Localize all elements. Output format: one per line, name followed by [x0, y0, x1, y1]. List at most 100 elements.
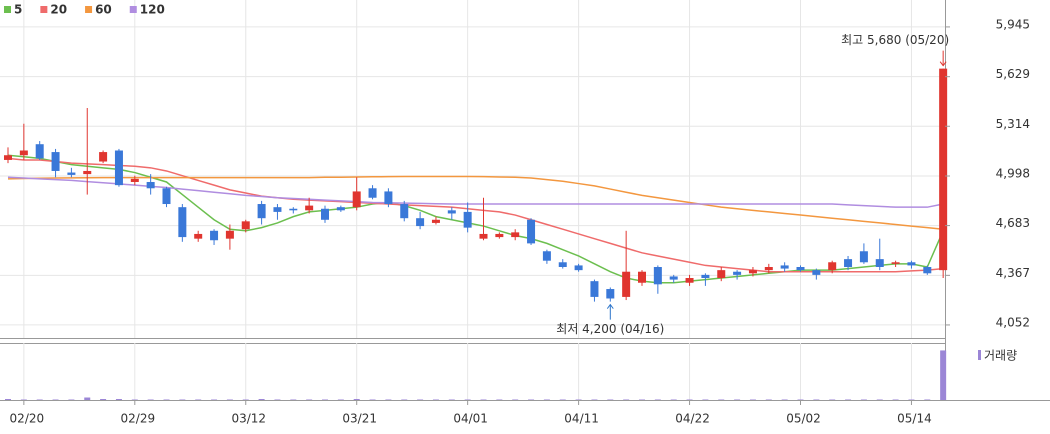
x-tick-label: 03/21 [342, 412, 377, 426]
candle-body [764, 266, 773, 271]
y-tick-label: 5,314 [996, 117, 1030, 131]
candle-body [622, 271, 631, 297]
candle-body [431, 219, 440, 223]
candle-body [67, 172, 76, 175]
candle-body [796, 266, 805, 271]
y-tick-label: 5,629 [996, 67, 1030, 81]
candle-body [606, 289, 615, 299]
candle-body [225, 230, 234, 239]
legend-swatch [129, 6, 137, 13]
legend-label: 20 [50, 3, 67, 17]
candle-body [114, 150, 123, 186]
candle-body [400, 204, 409, 219]
x-tick-label: 04/22 [675, 412, 710, 426]
candle-body [241, 221, 250, 230]
candle-body [368, 188, 377, 198]
x-tick-label: 05/02 [786, 412, 821, 426]
legend-swatch [85, 6, 93, 13]
candle-body [479, 233, 488, 239]
candle-body [859, 251, 868, 263]
candle-body [19, 150, 28, 156]
volume-bar [353, 399, 360, 400]
candle-body [178, 207, 187, 238]
x-tick-label: 02/20 [10, 412, 45, 426]
volume-legend: 거래량 [984, 349, 1017, 363]
candle-body [891, 262, 900, 264]
candle-body [146, 181, 155, 189]
candle-body [511, 232, 520, 238]
candle-body [99, 152, 108, 162]
candle-body [305, 205, 314, 211]
candle-body [352, 191, 361, 208]
candle-body [51, 152, 60, 171]
legend-swatch [40, 6, 48, 13]
volume-bar [100, 399, 107, 400]
candle-body [638, 271, 646, 283]
candle-body [923, 266, 932, 274]
ma-line [7, 175, 944, 230]
x-tick-label: 02/29 [121, 412, 156, 426]
x-tick-label: 04/11 [564, 412, 599, 426]
candle-body [416, 218, 425, 227]
legend-label: 60 [95, 3, 112, 17]
candle-body [35, 144, 44, 159]
candle-body [669, 276, 678, 280]
candle-body [574, 265, 583, 271]
candle-body [844, 259, 853, 267]
candle-body [939, 68, 948, 271]
x-tick-label: 04/01 [453, 412, 488, 426]
candle-body [701, 274, 710, 279]
candle-body [685, 278, 694, 283]
legend-swatch [4, 6, 11, 13]
candle-body [733, 271, 742, 275]
y-tick-label: 5,945 [996, 17, 1030, 31]
volume-bar [84, 397, 91, 400]
annotation: 최고 5,680 (05/20) [841, 33, 949, 47]
candle-body [384, 191, 393, 205]
candle-body [828, 262, 837, 271]
legend-label: 120 [140, 3, 165, 17]
annotation-arrowhead [939, 61, 947, 67]
ma-line [7, 157, 944, 273]
candle-body [83, 170, 92, 175]
candle-body [257, 204, 266, 219]
candle-body [130, 178, 139, 182]
candle-body [590, 281, 599, 297]
volume-bar [115, 399, 122, 400]
candle-body [542, 251, 551, 261]
volume-bar [5, 399, 11, 400]
volume-bar [940, 350, 947, 400]
candle-body [780, 265, 789, 269]
volume-legend-swatch [978, 350, 981, 360]
candle-body [273, 207, 282, 212]
ma-line [7, 176, 944, 208]
x-tick-label: 03/12 [231, 412, 266, 426]
candle-body [289, 208, 298, 211]
candle-body [463, 211, 472, 228]
ma-line [7, 154, 944, 284]
candle-body [194, 233, 203, 239]
candle-body [875, 259, 884, 267]
annotation: 최저 4,200 (04/16) [556, 322, 664, 336]
candle-body [4, 155, 12, 160]
candle-body [495, 233, 504, 238]
candle-body [558, 262, 567, 267]
candle-body [321, 208, 329, 220]
candle-body [653, 266, 662, 285]
candle-body [527, 219, 536, 244]
legend-label: 5 [14, 3, 22, 17]
y-tick-label: 4,998 [996, 167, 1030, 181]
candle-body [907, 262, 916, 266]
x-tick-label: 05/14 [897, 412, 932, 426]
candle-body [812, 270, 821, 275]
y-tick-label: 4,683 [996, 216, 1030, 230]
candle-body [717, 270, 726, 279]
y-tick-label: 4,367 [996, 266, 1030, 280]
volume-bar [258, 399, 265, 400]
candle-body [447, 210, 456, 214]
annotation-arrowhead [606, 303, 614, 309]
y-tick-label: 4,052 [996, 315, 1030, 329]
candle-body [210, 230, 219, 241]
candle-body [336, 207, 345, 211]
